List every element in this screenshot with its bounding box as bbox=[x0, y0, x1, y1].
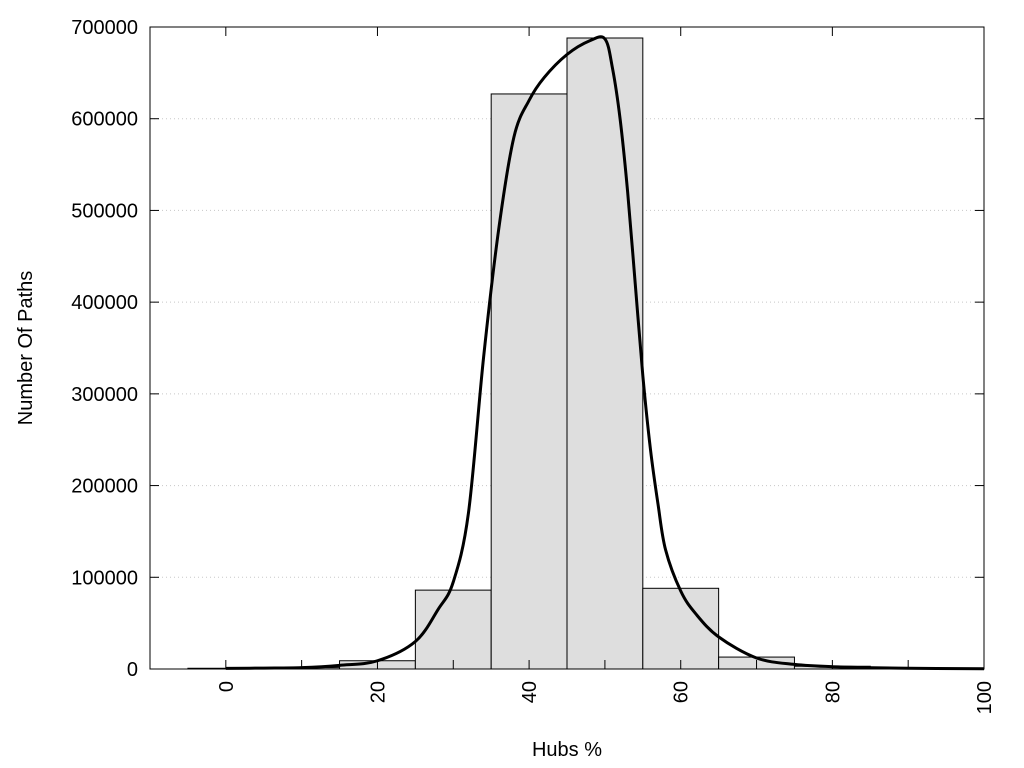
y-tick-label: 200000 bbox=[71, 476, 138, 498]
y-tick-label: 300000 bbox=[71, 384, 138, 406]
density-curve-line bbox=[225, 35, 985, 671]
x-tick-label: 40 bbox=[519, 681, 541, 703]
x-axis-title: Hubs % bbox=[532, 739, 602, 761]
y-tick-label: 600000 bbox=[71, 109, 138, 131]
histogram-bars bbox=[187, 37, 947, 670]
x-tick-label: 100 bbox=[974, 681, 996, 714]
y-axis-ticks: 0 100000 200000 300000 400000 500000 600000 700… bbox=[71, 17, 984, 681]
x-tick-label: 80 bbox=[822, 681, 844, 703]
y-tick-label: 100000 bbox=[71, 567, 138, 589]
y-tick-label: 400000 bbox=[71, 292, 138, 314]
y-tick-label: 700000 bbox=[71, 17, 138, 39]
density-curve bbox=[225, 35, 985, 671]
y-tick-label: 0 bbox=[127, 659, 138, 681]
x-axis-ticks: 0 20 40 60 80 100 bbox=[216, 27, 996, 714]
plot-frame bbox=[149, 26, 985, 670]
histogram-bar bbox=[490, 93, 568, 670]
histogram-bar bbox=[642, 587, 720, 670]
x-tick-label: 60 bbox=[671, 681, 693, 703]
y-tick-label: 500000 bbox=[71, 200, 138, 222]
y-axis-title: Number Of Paths bbox=[15, 271, 37, 426]
x-tick-label: 0 bbox=[216, 681, 238, 692]
x-tick-label: 20 bbox=[367, 681, 389, 703]
histogram-bar bbox=[566, 37, 644, 670]
